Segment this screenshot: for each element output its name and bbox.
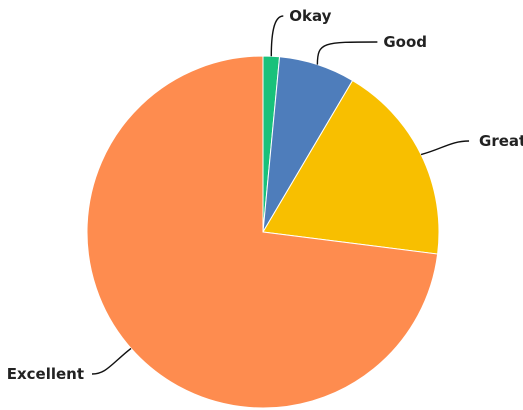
slice-label-okay: Okay <box>289 7 331 25</box>
leader-line-excellent <box>91 347 132 375</box>
leader-lines <box>91 15 470 375</box>
leader-line-good <box>316 41 378 65</box>
slice-label-excellent: Excellent <box>7 365 84 383</box>
pie-slice-great <box>262 79 440 255</box>
leader-line-okay <box>270 15 284 57</box>
slice-labels: Okay Good Great Excellent <box>7 7 523 383</box>
slice-label-good: Good <box>383 33 427 51</box>
slice-label-great: Great <box>479 132 523 150</box>
leader-line-great <box>420 140 470 156</box>
pie-slices <box>86 55 440 409</box>
